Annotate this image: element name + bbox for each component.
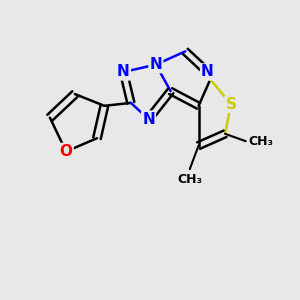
Text: CH₃: CH₃ (248, 135, 273, 148)
Text: CH₃: CH₃ (177, 173, 202, 186)
Text: S: S (226, 97, 236, 112)
Text: N: N (201, 64, 214, 80)
Text: N: N (142, 112, 155, 127)
Text: O: O (60, 144, 73, 159)
Text: N: N (149, 57, 162, 72)
Text: N: N (117, 64, 130, 80)
